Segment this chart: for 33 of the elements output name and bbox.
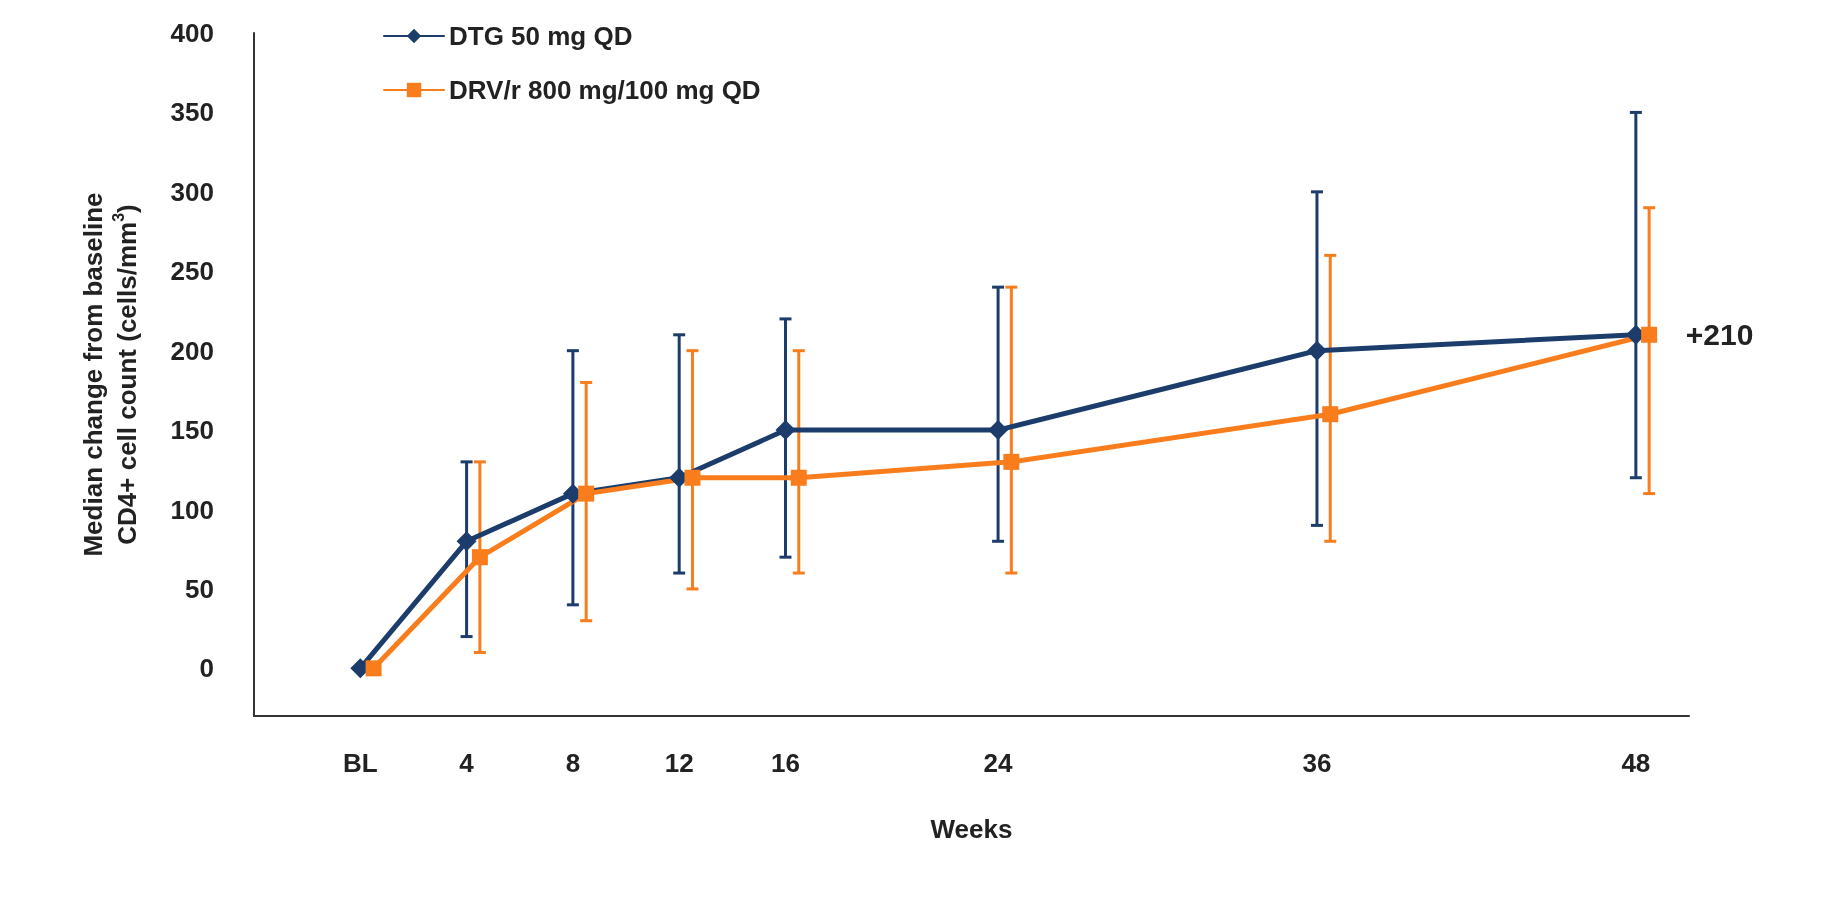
y-tick-label: 300 (170, 176, 214, 207)
legend-label: DTG 50 mg QD (449, 21, 633, 51)
x-tick-label: 36 (1302, 748, 1332, 778)
point (775, 420, 796, 441)
x-tick-label: 8 (565, 748, 581, 778)
point (684, 469, 701, 486)
x-tick-label: BL (342, 748, 378, 778)
y-tick-label: 0 (199, 653, 214, 684)
y-tick-label: 350 (170, 97, 214, 128)
x-axis-title: Weeks (930, 814, 1013, 844)
point (471, 549, 488, 566)
y-tick-label: 400 (170, 18, 214, 48)
x-tick-label: 48 (1621, 748, 1651, 778)
point (1306, 340, 1327, 361)
point (578, 485, 595, 502)
y-tick-label: 50 (185, 573, 214, 604)
x-tick-label: 4 (459, 748, 475, 778)
annotation: +210 (1685, 318, 1754, 352)
y-tick-label: 200 (170, 335, 214, 366)
point (456, 531, 477, 552)
x-tick-label: 12 (664, 748, 694, 778)
y-tick-label: 150 (170, 415, 214, 446)
point (1322, 406, 1339, 423)
x-tick-label: 24 (983, 748, 1014, 778)
point (988, 420, 1009, 441)
x-tick-label: 16 (771, 748, 800, 778)
point (365, 660, 382, 677)
point (1641, 326, 1658, 343)
point (1003, 453, 1020, 470)
legend-label: DRV/r 800 mg/100 mg QD (449, 75, 761, 105)
y-tick-label: 100 (170, 494, 214, 525)
point (790, 469, 807, 486)
y-tick-label: 250 (170, 256, 214, 287)
